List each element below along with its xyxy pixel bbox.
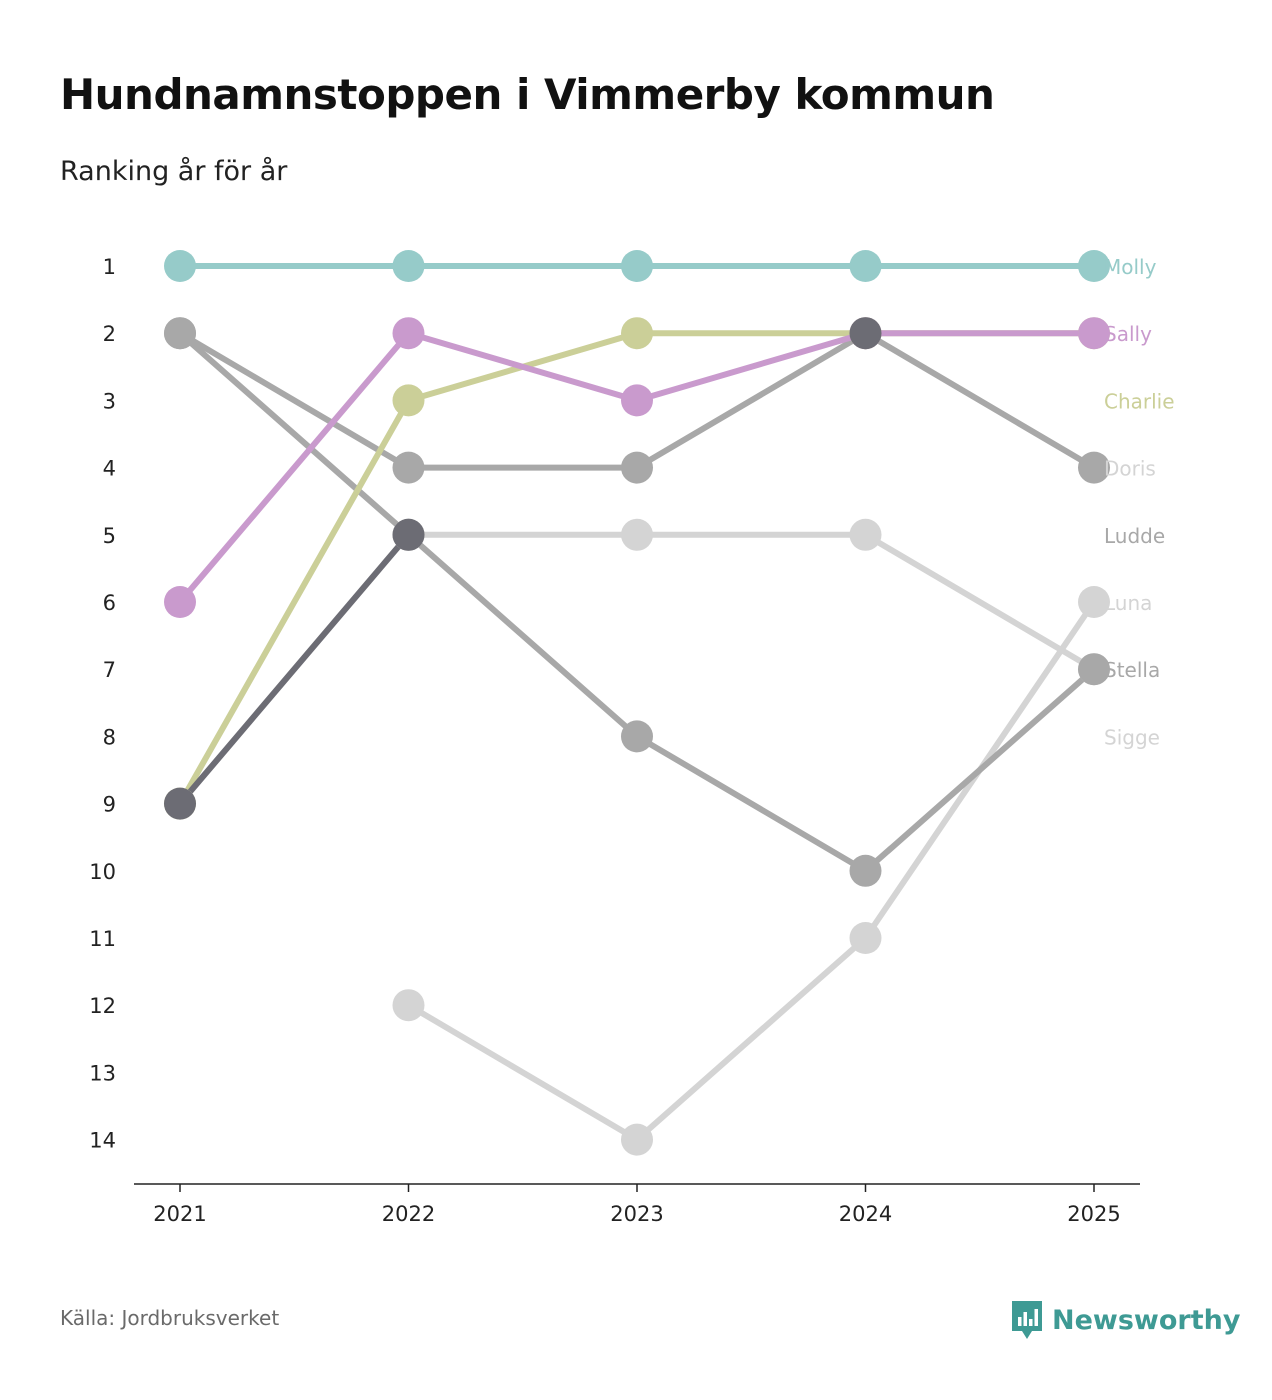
source-note: Källa: Jordbruksverket: [60, 1306, 280, 1330]
data-point-ludde: [1078, 653, 1110, 686]
brand-logo[interactable]: Newsworthy: [1012, 1300, 1240, 1340]
brand-name: Newsworthy: [1052, 1304, 1241, 1336]
data-point-molly: [849, 250, 882, 282]
data-point-molly: [164, 250, 196, 282]
data-point-luna: [392, 989, 425, 1022]
legend-label-luna: Luna: [1104, 591, 1152, 615]
y-tick-label: 10: [89, 860, 116, 884]
data-point-charlie: [392, 384, 425, 417]
series-line-luna: [405, 1002, 640, 1143]
y-tick-label: 3: [103, 389, 116, 413]
y-tick-label: 11: [89, 927, 116, 951]
y-tick-label: 4: [103, 457, 116, 481]
legend-label-doris: Doris: [1104, 457, 1156, 481]
series-line-sally: [177, 330, 412, 605]
y-tick-label: 14: [89, 1129, 116, 1153]
series-line-ludde: [405, 531, 640, 740]
data-point-sally: [164, 586, 196, 618]
data-point-molly: [1078, 250, 1110, 282]
data-point-doris: [392, 518, 425, 551]
data-point-sigge: [849, 518, 882, 551]
chart-title: Hundnamnstoppen i Vimmerby kommun: [60, 70, 995, 119]
legend-label-sally: Sally: [1104, 322, 1152, 346]
data-point-ludde: [164, 317, 196, 350]
x-tick-label: 2023: [610, 1202, 663, 1226]
data-point-stella: [1078, 451, 1110, 484]
legend-label-charlie: Charlie: [1104, 389, 1175, 413]
series-line-sally: [405, 330, 640, 404]
data-point-charlie: [621, 317, 653, 350]
data-point-molly: [392, 250, 425, 282]
x-tick-label: 2025: [1067, 1202, 1120, 1226]
x-tick-label: 2022: [382, 1202, 435, 1226]
series-line-ludde: [634, 733, 869, 874]
x-tick-label: 2021: [153, 1202, 206, 1226]
series-line-charlie: [177, 397, 412, 807]
series-line-ludde: [177, 330, 412, 538]
data-point-sally: [1078, 317, 1110, 350]
y-tick-label: 9: [103, 793, 116, 817]
data-point-doris: [849, 317, 882, 350]
data-point-ludde: [849, 854, 882, 887]
series-line-stella: [177, 330, 412, 471]
y-tick-label: 7: [103, 658, 116, 682]
data-point-sally: [621, 384, 653, 417]
y-tick-label: 12: [89, 994, 116, 1018]
x-tick-label: 2024: [839, 1202, 892, 1226]
y-tick-label: 2: [103, 322, 116, 346]
series-line-luna: [634, 935, 869, 1143]
y-tick-label: 13: [89, 1061, 116, 1085]
series-line-sigge: [862, 531, 1097, 673]
series-line-sally: [634, 330, 869, 404]
data-point-luna: [849, 922, 882, 954]
legend-label-sigge: Sigge: [1104, 725, 1160, 749]
legend-label-molly: Molly: [1104, 255, 1157, 279]
data-point-sally: [392, 317, 425, 350]
legend-label-ludde: Ludde: [1104, 524, 1165, 548]
data-point-luna: [1078, 586, 1110, 618]
series-line-stella: [862, 330, 1097, 471]
data-point-stella: [621, 451, 653, 484]
series-line-stella: [634, 330, 869, 471]
data-point-doris: [164, 787, 196, 820]
data-point-stella: [392, 451, 425, 484]
data-point-luna: [621, 1123, 653, 1156]
chart-subtitle: Ranking år för år: [60, 156, 288, 187]
y-tick-label: 5: [103, 524, 116, 548]
newsworthy-logo-icon: [1012, 1301, 1042, 1339]
y-tick-label: 1: [103, 255, 116, 279]
y-tick-label: 8: [103, 725, 116, 749]
data-point-ludde: [621, 720, 653, 753]
y-tick-label: 6: [103, 591, 116, 615]
series-line-ludde: [862, 666, 1097, 874]
legend-label-stella: Stella: [1104, 658, 1160, 682]
series-line-doris: [177, 531, 412, 807]
data-point-molly: [621, 250, 653, 282]
data-point-sigge: [621, 518, 653, 551]
